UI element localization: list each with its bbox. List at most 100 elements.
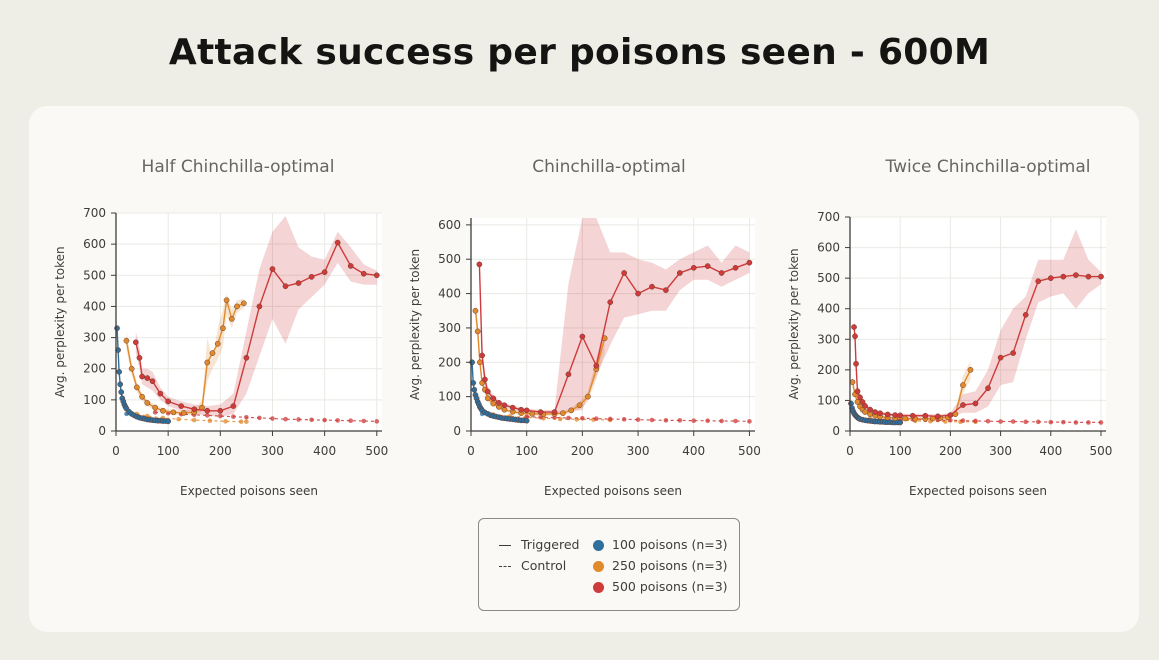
control-point (176, 416, 181, 422)
y-tick-label: 0 (453, 424, 461, 438)
control-point (257, 415, 262, 421)
data-point (867, 406, 873, 413)
solid-line-icon (499, 545, 511, 546)
data-point (1047, 275, 1054, 281)
data-point (230, 403, 237, 409)
control-point (191, 417, 197, 423)
charts-svg: Half Chinchilla-optimal 0 100 200 300 400 500 0… (53, 157, 1113, 498)
data-point (1060, 273, 1067, 280)
data-point (269, 266, 276, 272)
data-point (537, 409, 544, 415)
data-point (607, 299, 614, 306)
x-axis-label: Expected poisons seen (544, 484, 682, 498)
data-point (849, 379, 856, 385)
control-point (270, 416, 275, 421)
control-point (663, 418, 669, 423)
data-point (746, 259, 753, 266)
control-point (580, 415, 585, 421)
data-point (852, 333, 858, 340)
y-tick-label: 400 (83, 299, 106, 313)
legend-control-label: Control (521, 558, 567, 573)
y-axis-label: Avg. perplexity per token (787, 248, 801, 399)
data-point (308, 273, 315, 280)
x-tick-label: 400 (682, 444, 705, 458)
data-point (116, 368, 122, 375)
data-point (621, 270, 627, 276)
legend-series-500: 500 poisons (n=3) (593, 579, 728, 594)
data-point (295, 280, 302, 286)
data-point (484, 388, 491, 395)
control-point (621, 417, 627, 422)
data-point (909, 412, 916, 419)
x-tick-label: 400 (313, 444, 336, 458)
data-point (334, 239, 341, 246)
data-point (985, 385, 991, 392)
y-tick-label: 100 (817, 393, 840, 407)
control-point (283, 416, 288, 422)
x-tick-label: 100 (889, 444, 912, 458)
data-point (859, 399, 866, 405)
data-point (897, 419, 904, 426)
data-point (282, 283, 289, 290)
x-tick-label: 300 (627, 444, 650, 458)
data-point (360, 270, 367, 277)
data-point (123, 337, 130, 344)
chart-title: Twice Chinchilla-optimal (885, 157, 1091, 177)
x-tick-label: 500 (738, 444, 761, 458)
data-point (997, 354, 1004, 361)
data-point (877, 410, 883, 417)
control-point (747, 419, 752, 424)
data-point (144, 400, 151, 406)
data-point (136, 354, 143, 361)
chart-chinchilla-optimal: Chinchilla-optimal 0 100 200 300 400 500 0 100 20… (408, 157, 761, 498)
legend-triggered: Triggered (499, 537, 579, 552)
data-point (139, 393, 145, 400)
y-axis-label: Avg. perplexity per token (408, 249, 422, 400)
data-point (1098, 273, 1104, 280)
control-point (361, 418, 367, 424)
y-tick-label: 300 (817, 332, 840, 346)
chart-half-chinchilla-optimal: Half Chinchilla-optimal 0 100 200 300 400 500 0… (53, 157, 388, 498)
control-point (1010, 419, 1016, 424)
y-tick-label: 500 (438, 252, 461, 266)
y-tick-label: 300 (83, 331, 106, 345)
data-point (902, 415, 909, 422)
data-point (857, 394, 863, 401)
data-point (676, 270, 683, 276)
control-point (635, 417, 641, 422)
x-tick-label: 200 (939, 444, 962, 458)
x-tick-label: 500 (1090, 444, 1113, 458)
data-point (217, 407, 224, 414)
y-tick-label: 0 (832, 424, 840, 438)
control-point (677, 418, 683, 423)
data-point (947, 412, 954, 418)
data-point (854, 388, 861, 395)
control-point (973, 418, 978, 424)
y-tick-label: 200 (817, 363, 840, 377)
x-tick-label: 100 (515, 444, 538, 458)
data-point (132, 339, 139, 346)
data-point (474, 328, 481, 335)
data-point (593, 362, 600, 369)
data-point (484, 395, 491, 402)
data-point (568, 407, 575, 414)
control-point (238, 419, 244, 424)
control-point (649, 417, 655, 423)
data-point (149, 378, 156, 385)
x-tick-label: 0 (846, 444, 854, 458)
data-point (471, 386, 478, 393)
control-point (204, 413, 210, 418)
data-point (373, 272, 380, 279)
data-point (139, 373, 145, 380)
data-point (732, 264, 739, 271)
data-point (690, 264, 697, 271)
data-point (853, 360, 859, 367)
legend-control: Control (499, 558, 566, 573)
control-point (218, 413, 223, 419)
y-tick-label: 600 (83, 237, 106, 251)
data-point (228, 316, 235, 322)
data-point (663, 287, 669, 293)
x-tick-label: 0 (467, 444, 475, 458)
data-point (518, 406, 524, 413)
chart-title: Chinchilla-optimal (532, 157, 686, 177)
